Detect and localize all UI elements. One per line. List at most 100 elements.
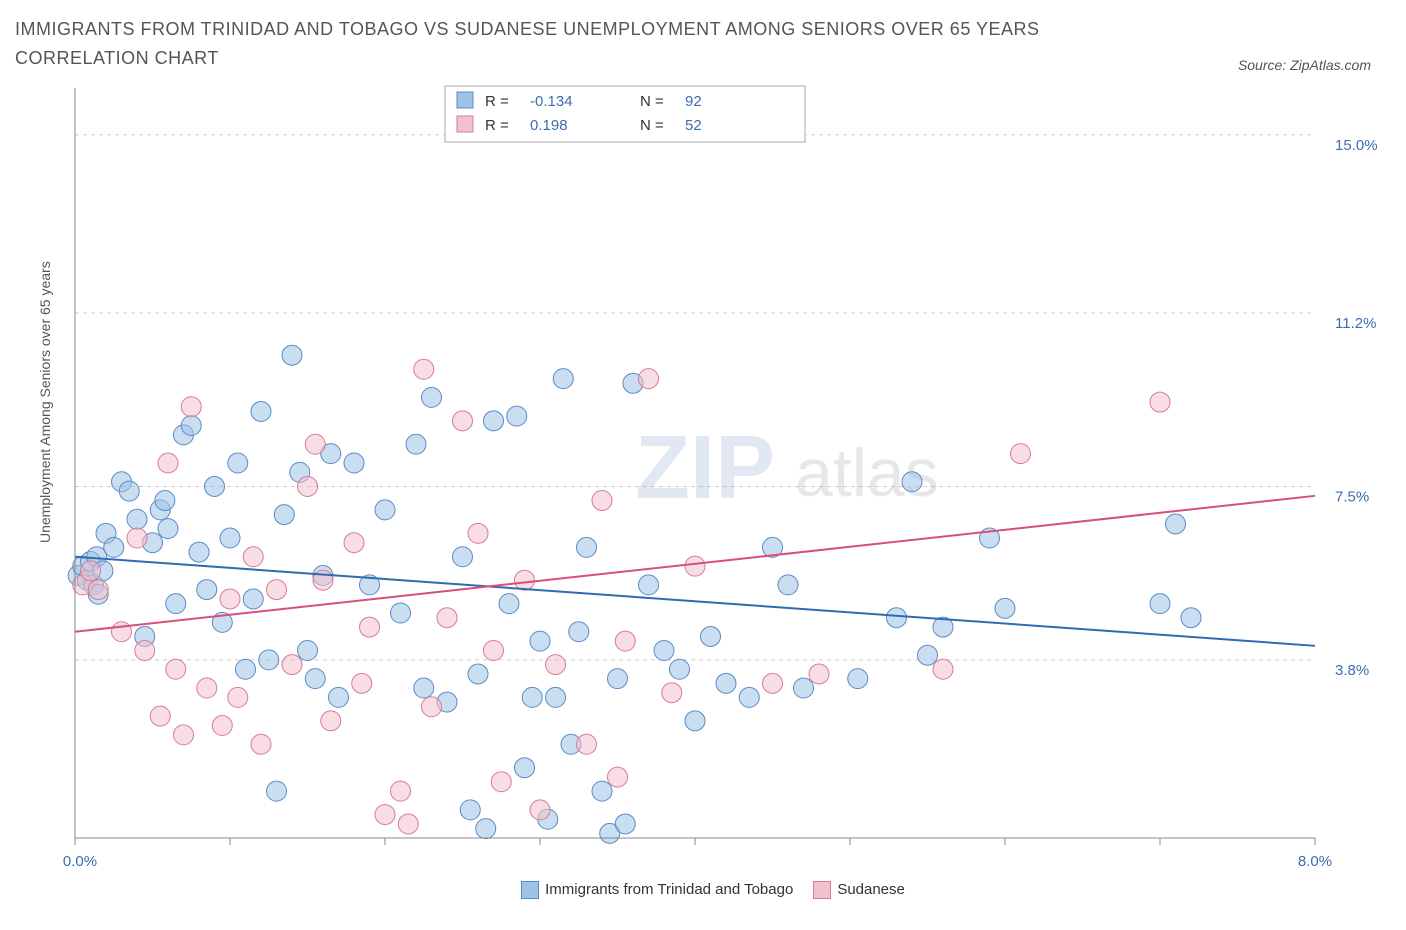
- data-point: [112, 621, 132, 641]
- data-point: [360, 617, 380, 637]
- data-point: [1181, 607, 1201, 627]
- data-point: [476, 818, 496, 838]
- data-point: [321, 710, 341, 730]
- y-tick-label: 11.2%: [1335, 315, 1376, 332]
- legend-swatch: [457, 92, 473, 108]
- data-point: [197, 678, 217, 698]
- y-axis-label: Unemployment Among Seniors over 65 years: [37, 261, 53, 543]
- chart-title: IMMIGRANTS FROM TRINIDAD AND TOBAGO VS S…: [15, 15, 1115, 73]
- data-point: [670, 659, 690, 679]
- data-point: [174, 724, 194, 744]
- data-point: [453, 410, 473, 430]
- data-point: [739, 687, 759, 707]
- data-point: [267, 579, 287, 599]
- data-point: [654, 640, 674, 660]
- data-point: [251, 401, 271, 421]
- data-point: [887, 607, 907, 627]
- data-point: [305, 668, 325, 688]
- legend-label: Sudanese: [837, 881, 905, 898]
- data-point: [577, 537, 597, 557]
- data-point: [189, 542, 209, 562]
- data-point: [592, 490, 612, 510]
- data-point: [282, 345, 302, 365]
- data-point: [243, 589, 263, 609]
- data-point: [282, 654, 302, 674]
- data-point: [135, 640, 155, 660]
- data-point: [778, 574, 798, 594]
- data-point: [608, 668, 628, 688]
- data-point: [499, 593, 519, 613]
- data-point: [530, 799, 550, 819]
- data-point: [615, 814, 635, 834]
- data-point: [995, 598, 1015, 618]
- chart-svg: 3.8%7.5%11.2%15.0%ZIPatlas0.0%8.0%Unempl…: [15, 78, 1391, 868]
- data-point: [104, 537, 124, 557]
- data-point: [437, 607, 457, 627]
- data-point: [491, 771, 511, 791]
- data-point: [794, 678, 814, 698]
- svg-text:ZIP: ZIP: [635, 418, 775, 518]
- data-point: [1150, 593, 1170, 613]
- data-point: [259, 649, 279, 669]
- data-point: [305, 434, 325, 454]
- data-point: [530, 631, 550, 651]
- data-point: [274, 504, 294, 524]
- legend-n-value: 52: [685, 117, 702, 134]
- y-tick-label: 3.8%: [1335, 661, 1369, 678]
- data-point: [155, 490, 175, 510]
- data-point: [662, 682, 682, 702]
- data-point: [181, 415, 201, 435]
- data-point: [453, 546, 473, 566]
- data-point: [716, 673, 736, 693]
- data-point: [212, 715, 232, 735]
- data-point: [267, 781, 287, 801]
- data-point: [569, 621, 589, 641]
- data-point: [515, 757, 535, 777]
- data-point: [391, 781, 411, 801]
- source-label: Source: ZipAtlas.com: [1238, 57, 1391, 73]
- x-tick-label: 0.0%: [63, 853, 97, 868]
- data-point: [398, 814, 418, 834]
- data-point: [933, 659, 953, 679]
- data-point: [205, 476, 225, 496]
- data-point: [763, 673, 783, 693]
- data-point: [127, 509, 147, 529]
- data-point: [484, 410, 504, 430]
- data-point: [375, 499, 395, 519]
- data-point: [460, 799, 480, 819]
- data-point: [639, 368, 659, 388]
- data-point: [848, 668, 868, 688]
- data-point: [422, 387, 442, 407]
- data-point: [158, 453, 178, 473]
- data-point: [577, 734, 597, 754]
- y-tick-label: 7.5%: [1335, 488, 1369, 505]
- legend-r-label: R =: [485, 117, 509, 134]
- data-point: [329, 687, 349, 707]
- data-point: [918, 645, 938, 665]
- data-point: [344, 453, 364, 473]
- data-point: [615, 631, 635, 651]
- data-point: [166, 593, 186, 613]
- data-point: [197, 579, 217, 599]
- data-point: [181, 396, 201, 416]
- data-point: [119, 481, 139, 501]
- data-point: [515, 570, 535, 590]
- data-point: [228, 453, 248, 473]
- watermark: ZIPatlas: [635, 418, 939, 518]
- data-point: [158, 518, 178, 538]
- data-point: [414, 678, 434, 698]
- legend-n-label: N =: [640, 93, 664, 110]
- data-point: [406, 434, 426, 454]
- legend-r-value: -0.134: [530, 93, 573, 110]
- data-point: [81, 560, 101, 580]
- data-point: [553, 368, 573, 388]
- data-point: [251, 734, 271, 754]
- data-point: [639, 574, 659, 594]
- data-point: [592, 781, 612, 801]
- data-point: [220, 528, 240, 548]
- data-point: [414, 359, 434, 379]
- data-point: [298, 640, 318, 660]
- bottom-legend: Immigrants from Trinidad and TobagoSudan…: [15, 881, 1391, 899]
- data-point: [1166, 514, 1186, 534]
- data-point: [391, 603, 411, 623]
